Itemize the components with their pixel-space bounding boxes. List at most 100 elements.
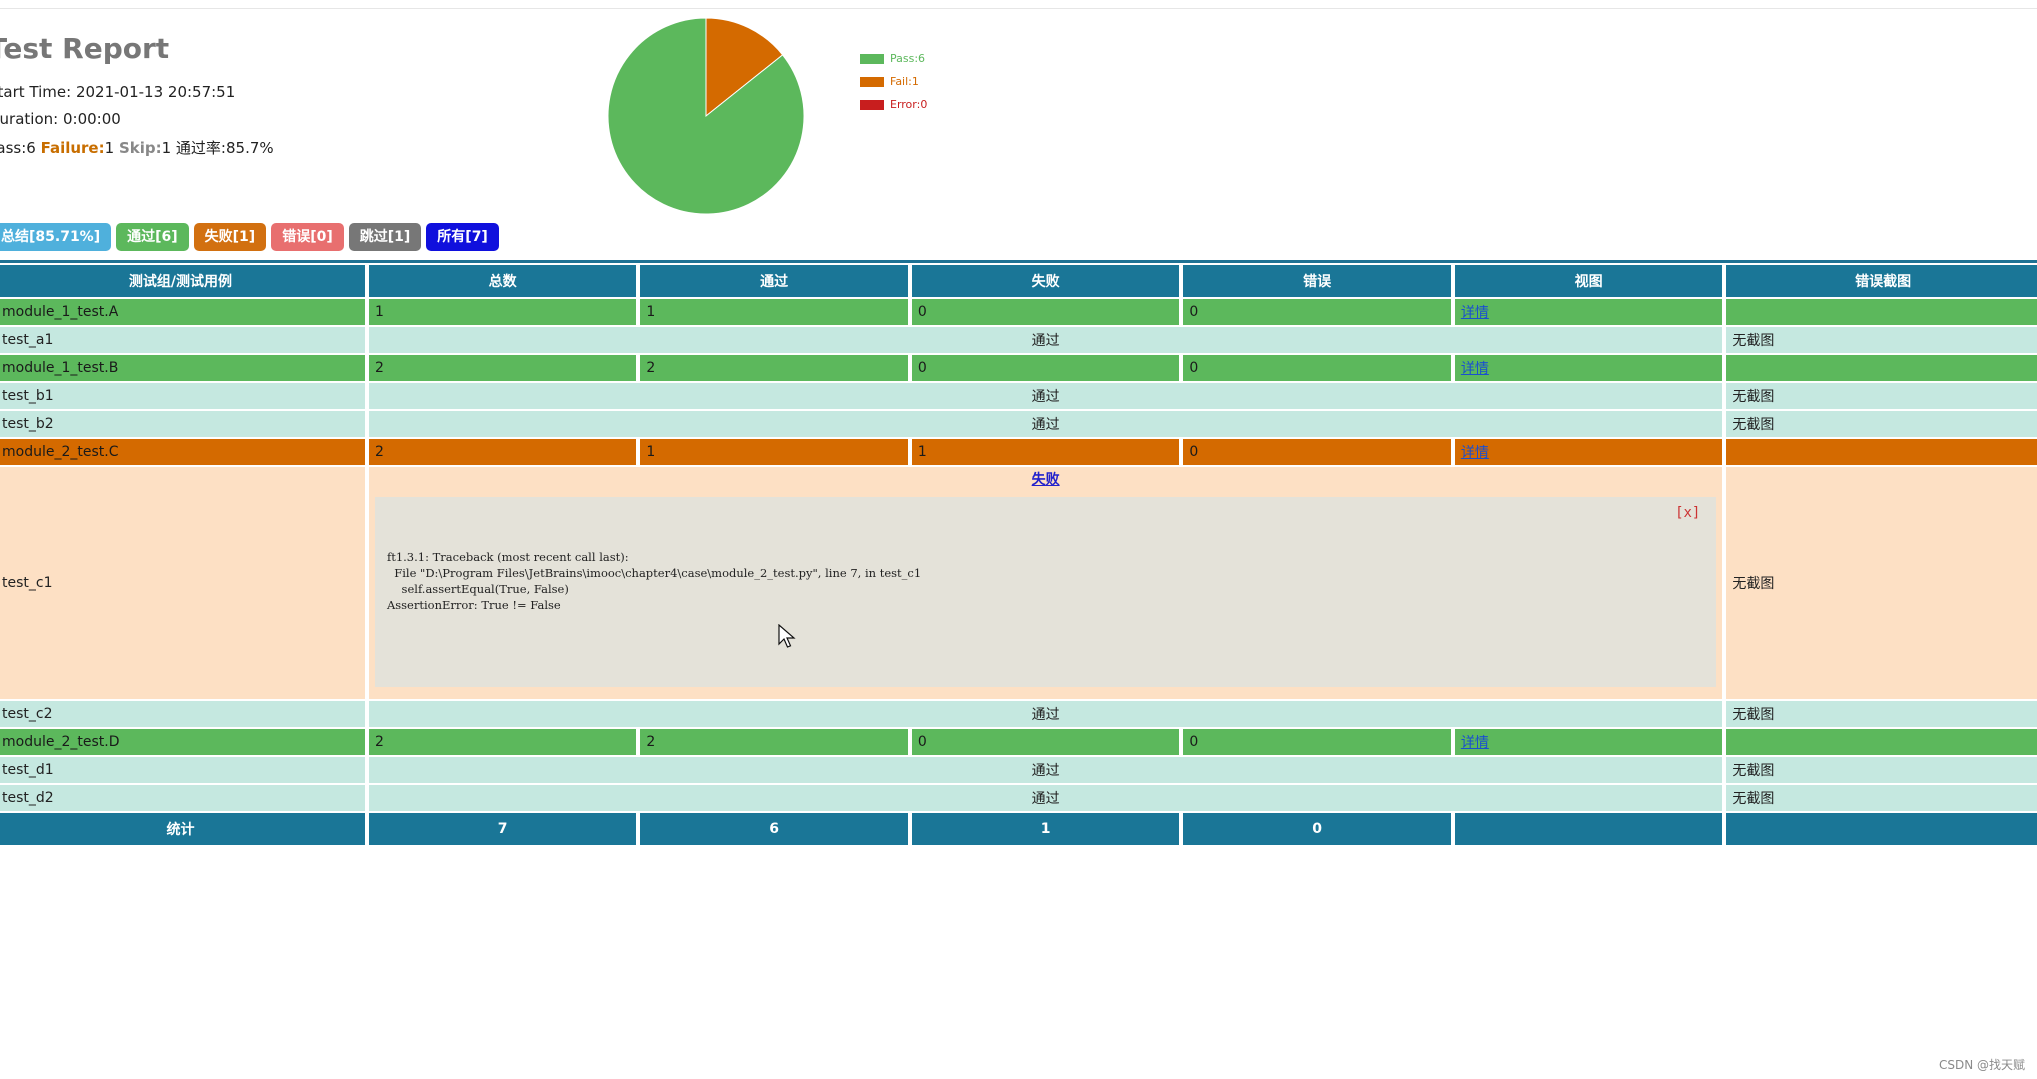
group-total: 2 [368,729,637,755]
failure-count: 1 [104,139,115,157]
case-screenshot: 无截图 [1726,785,2037,811]
legend-label: Pass:6 [890,52,926,65]
group-screenshot [1726,439,2037,465]
group-screenshot [1726,355,2037,381]
detail-link[interactable]: 详情 [1460,445,1489,461]
pass-label: Pass: [0,139,27,157]
column-header: 通过 [640,265,908,297]
fail-result-link[interactable]: 失败 [1031,472,1060,488]
case-name: test_b1 [0,383,365,409]
pass-rate: 通过率:85.7% [175,139,274,157]
case-screenshot: 无截图 [1726,327,2037,353]
watermark: CSDN @找天赋 [1938,1058,2025,1072]
group-view-cell: 详情 [1454,299,1723,325]
group-total: 1 [368,299,637,325]
group-pass: 2 [640,355,908,381]
case-screenshot: 无截图 [1726,467,2037,699]
legend-label: Fail:1 [890,75,919,88]
group-view-cell: 详情 [1454,439,1723,465]
detail-link[interactable]: 详情 [1460,735,1489,751]
group-fail: 0 [911,729,1180,755]
filter-button-err[interactable]: 错误[0] [271,223,344,251]
filter-bar: 总结[85.71%] 通过[6] 失败[1] 错误[0] 跳过[1] 所有[7] [0,223,504,253]
group-fail: 0 [911,355,1180,381]
totals-cell [1454,813,1723,845]
case-name: test_a1 [0,327,365,353]
detail-link[interactable]: 详情 [1460,305,1489,321]
totals-cell: 0 [1183,813,1451,845]
case-result-cell: 通过 [368,785,1723,811]
totals-cell: 7 [368,813,637,845]
top-divider [0,8,2037,9]
case-result-cell: 失败 [x] ft1.3.1: Traceback (most recent cal… [368,467,1723,699]
column-header: 错误截图 [1726,265,2037,297]
filter-button-pass[interactable]: 通过[6] [116,223,189,251]
filter-button-all[interactable]: 所有[7] [426,223,499,251]
totals-cell: 统计 [0,813,365,845]
case-row: test_c2 通过 无截图 [0,701,2037,727]
group-error: 0 [1183,355,1451,381]
start-time-line: Start Time: 2021-01-13 20:57:51 [0,83,236,101]
traceback-text: ft1.3.1: Traceback (most recent call las… [386,550,922,612]
group-row: module_1_test.B 2 2 0 0 详情 [0,355,2037,381]
pass-count: 6 [26,139,36,157]
pie-slice-pass [607,17,805,215]
legend-swatch [860,54,884,64]
filter-button-sum[interactable]: 总结[85.71%] [0,223,112,251]
case-row: test_b2 通过 无截图 [0,411,2037,437]
group-name: module_1_test.B [0,355,365,381]
totals-cell: 1 [911,813,1180,845]
column-header: 失败 [911,265,1180,297]
filter-button-skip[interactable]: 跳过[1] [348,223,422,251]
group-name: module_2_test.C [0,439,365,465]
pie-slice-fail [705,17,784,118]
case-row: test_b1 通过 无截图 [0,383,2037,409]
column-header: 总数 [368,265,637,297]
case-name: test_d1 [0,757,365,783]
group-total: 2 [368,355,637,381]
group-row: module_1_test.A 1 1 0 0 详情 [0,299,2037,325]
totals-cell: 6 [640,813,908,845]
totals-row: 统计 7 6 1 0 [0,813,2037,845]
case-screenshot: 无截图 [1726,383,2037,409]
group-screenshot [1726,299,2037,325]
group-fail: 1 [911,439,1180,465]
duration-line: Duration: 0:00:00 [0,110,121,128]
group-screenshot [1726,729,2037,755]
group-pass: 2 [640,729,908,755]
legend-swatch [860,100,884,110]
case-row: test_c1 失败 [x] ft1.3.1: Traceback (most rec… [0,467,2037,699]
group-name: module_2_test.D [0,729,365,755]
case-result-cell: 通过 [368,383,1723,409]
group-row: module_2_test.C 2 1 1 0 详情 [0,439,2037,465]
group-error: 0 [1183,299,1451,325]
case-name: test_d2 [0,785,365,811]
group-view-cell: 详情 [1454,355,1723,381]
failure-label: Failure: [40,139,105,157]
close-traceback-button[interactable]: [x] [1675,505,1701,521]
group-error: 0 [1183,439,1451,465]
column-header: 测试组/测试用例 [0,265,365,297]
duration: 0:00:00 [62,110,121,128]
group-name: module_1_test.A [0,299,365,325]
detail-link[interactable]: 详情 [1460,361,1489,377]
group-row: module_2_test.D 2 2 0 0 详情 [0,729,2037,755]
case-row: test_a1 通过 无截图 [0,327,2037,353]
case-screenshot: 无截图 [1726,701,2037,727]
group-pass: 1 [640,439,908,465]
case-result-cell: 通过 [368,757,1723,783]
column-header: 错误 [1183,265,1451,297]
filter-button-fail[interactable]: 失败[1] [193,223,267,251]
case-name: test_c1 [0,467,365,699]
legend-label: Error:0 [890,98,928,111]
case-name: test_c2 [0,701,365,727]
status-line: Pass:6 Failure:1 Skip:1 通过率:85.7% [0,137,274,158]
result-pie-chart [607,17,805,215]
group-view-cell: 详情 [1454,729,1723,755]
mouse-cursor-icon [778,624,796,648]
group-total: 2 [368,439,637,465]
group-error: 0 [1183,729,1451,755]
group-fail: 0 [911,299,1180,325]
case-name: test_b2 [0,411,365,437]
skip-label: Skip: [118,139,162,157]
